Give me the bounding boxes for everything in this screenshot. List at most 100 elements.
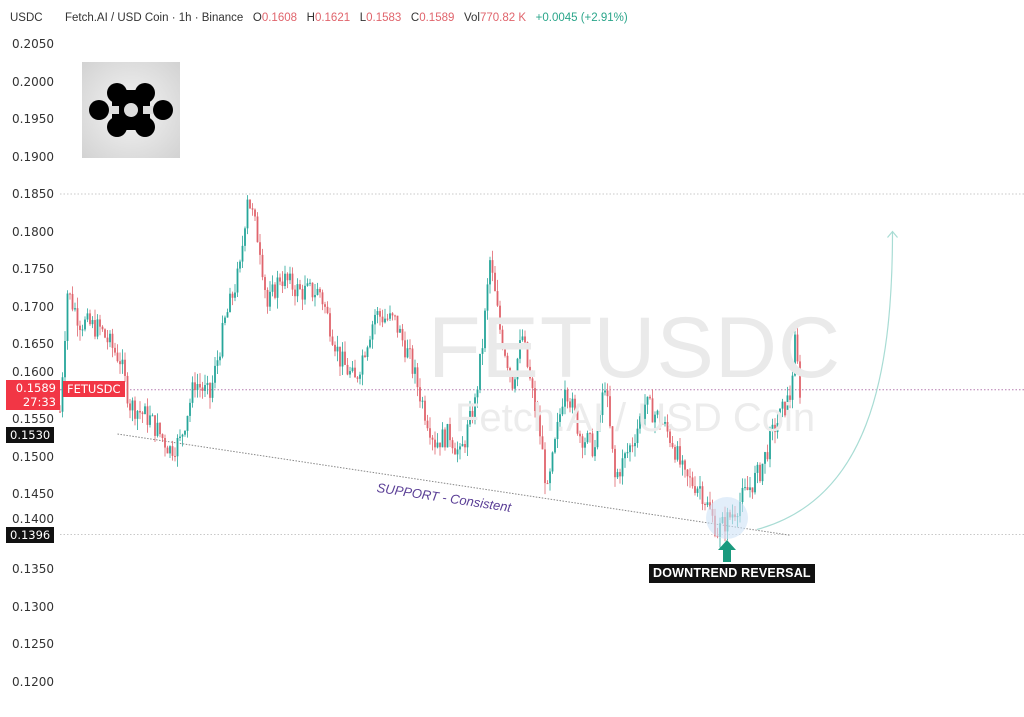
candle-body	[651, 398, 654, 423]
candle-body	[641, 416, 644, 419]
candle-body	[506, 355, 509, 368]
candle-body	[204, 385, 206, 391]
candle-body	[354, 367, 356, 378]
candle-body	[344, 351, 346, 365]
high-value: 0.1621	[314, 12, 351, 24]
candle-body	[269, 291, 271, 307]
candle-body	[281, 281, 284, 287]
candle-body	[771, 424, 774, 431]
candle-body	[569, 401, 571, 408]
y-tick-label: 0.1250	[12, 637, 54, 651]
open-label: O	[252, 12, 262, 24]
candle-body	[189, 402, 191, 416]
candle-body	[261, 254, 264, 278]
candle-body	[304, 285, 306, 300]
candle-body	[376, 311, 379, 315]
candle-body	[74, 308, 76, 310]
candle-body	[681, 460, 684, 465]
candle-body	[634, 443, 636, 447]
candle-body	[411, 348, 414, 374]
candle-body	[579, 433, 581, 437]
candle-body	[664, 421, 666, 424]
candle-body	[794, 334, 796, 376]
candle-body	[371, 324, 374, 340]
candle-body	[779, 408, 781, 424]
candle-body	[669, 431, 671, 443]
candle-body	[201, 387, 204, 391]
candle-body	[694, 486, 696, 493]
candle-body	[431, 437, 434, 440]
candle-body	[184, 430, 186, 435]
candle-body	[451, 440, 454, 449]
candle-body	[79, 325, 81, 331]
chart-legend: USDC Fetch.AI / USD Coin · 1h · Binance …	[10, 11, 628, 25]
candle-body	[796, 334, 799, 362]
candle-body	[259, 242, 261, 255]
candle-body	[556, 421, 559, 440]
candle-body	[316, 288, 319, 295]
candle-body	[279, 277, 281, 282]
last-price-badge: 0.1589 27:33	[6, 380, 60, 410]
candle-body	[214, 365, 216, 383]
candle-body	[294, 289, 296, 297]
candle-body	[256, 216, 259, 243]
candle-body	[236, 268, 239, 293]
candle-body	[709, 502, 711, 509]
candle-body	[369, 339, 371, 348]
close-value: 0.1589	[419, 12, 455, 24]
candle-body	[649, 396, 651, 399]
candle-body	[161, 434, 164, 439]
candle-body	[469, 410, 471, 425]
candle-body	[494, 272, 496, 292]
up-arrow-icon	[718, 540, 736, 562]
candle-body	[519, 340, 521, 359]
candle-body	[621, 458, 624, 477]
candle-body	[129, 403, 131, 411]
candle-body	[361, 355, 364, 375]
candle-body	[71, 293, 74, 310]
candle-body	[399, 328, 401, 333]
candle-body	[119, 361, 121, 365]
candle-body	[631, 445, 634, 447]
candle-body	[324, 304, 326, 307]
open-value: 0.1608	[261, 12, 298, 24]
candle-body	[686, 469, 689, 477]
candle-body	[571, 398, 574, 408]
candle-body	[84, 319, 86, 330]
candle-body	[459, 446, 461, 450]
candle-body	[246, 199, 249, 229]
y-tick-label: 0.1600	[12, 365, 54, 379]
candle-body	[264, 277, 266, 290]
candle-body	[346, 364, 349, 375]
candle-body	[424, 400, 426, 421]
price-level-badge: 0.1530	[6, 427, 55, 443]
low-label: L	[359, 12, 367, 24]
candle-body	[496, 291, 499, 306]
candle-body	[289, 273, 291, 281]
candle-body	[491, 260, 494, 273]
candle-body	[584, 442, 586, 448]
candle-body	[69, 293, 71, 295]
candle-body	[359, 374, 361, 379]
candle-body	[759, 464, 761, 482]
candle-body	[216, 360, 219, 366]
candle-body	[114, 347, 116, 353]
candle-body	[566, 389, 569, 402]
candle-body	[464, 444, 466, 448]
high-label: H	[306, 12, 315, 24]
candle-body	[679, 446, 681, 465]
candle-body	[606, 390, 609, 397]
candle-body	[409, 348, 411, 350]
candle-body	[754, 472, 756, 493]
symbol-description[interactable]: Fetch.AI / USD Coin · 1h · Binance	[64, 12, 244, 24]
candle-body	[564, 389, 566, 407]
candle-body	[706, 502, 709, 505]
y-tick-label: 0.1750	[12, 262, 54, 276]
candle-body	[249, 199, 251, 209]
candle-body	[131, 400, 134, 411]
candle-body	[461, 444, 464, 447]
candle-body	[776, 423, 779, 433]
candle-body	[109, 333, 111, 343]
candle-body	[591, 433, 594, 457]
